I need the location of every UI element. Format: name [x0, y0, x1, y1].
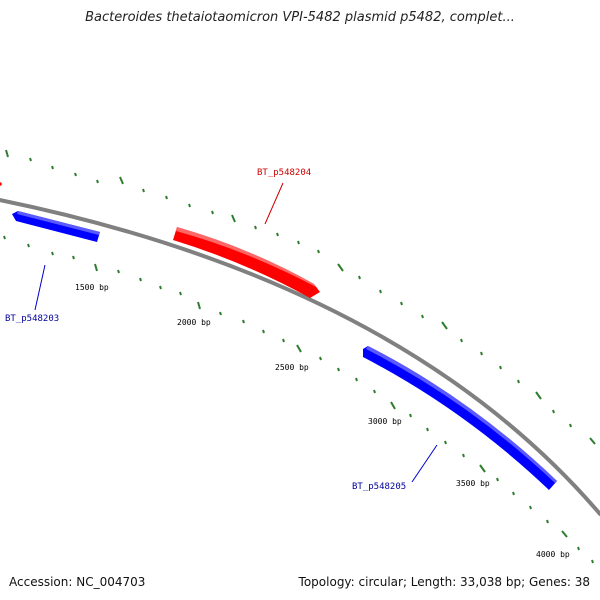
tick-label: 2500 bp — [275, 363, 309, 372]
gene-arrow-bt-p548205[interactable] — [363, 346, 557, 490]
gene-arrow-bt-p548203[interactable] — [12, 211, 100, 242]
map-title: Bacteroides thetaiotaomicron VPI-5482 pl… — [85, 10, 515, 25]
tick-label: 3000 bp — [368, 417, 402, 426]
topology-text: Topology: circular; Length: 33,038 bp; G… — [298, 575, 590, 589]
plasmid-backbone — [0, 198, 600, 516]
outer-tick-ring — [5, 149, 596, 445]
gene-label-bt-p548205[interactable]: BT_p548205 — [352, 482, 406, 492]
tick-label: 4000 bp — [536, 550, 570, 559]
gene-label-bt-p548203[interactable]: BT_p548203 — [5, 314, 59, 324]
tick-label: 2000 bp — [177, 318, 211, 327]
tick-labels: 1500 bp 2000 bp 2500 bp 3000 bp 3500 bp … — [75, 283, 570, 559]
gene-arrow-bt-p548204[interactable] — [173, 227, 320, 298]
tick-label: 3500 bp — [456, 479, 490, 488]
tick-label: 1500 bp — [75, 283, 109, 292]
inner-tick-ring — [3, 235, 594, 564]
gene-label-bt-p548204[interactable]: BT_p548204 — [257, 168, 311, 178]
accession-text: Accession: NC_004703 — [9, 575, 146, 589]
gene-leader-lines — [34, 182, 438, 483]
position-marker — [0, 182, 2, 186]
